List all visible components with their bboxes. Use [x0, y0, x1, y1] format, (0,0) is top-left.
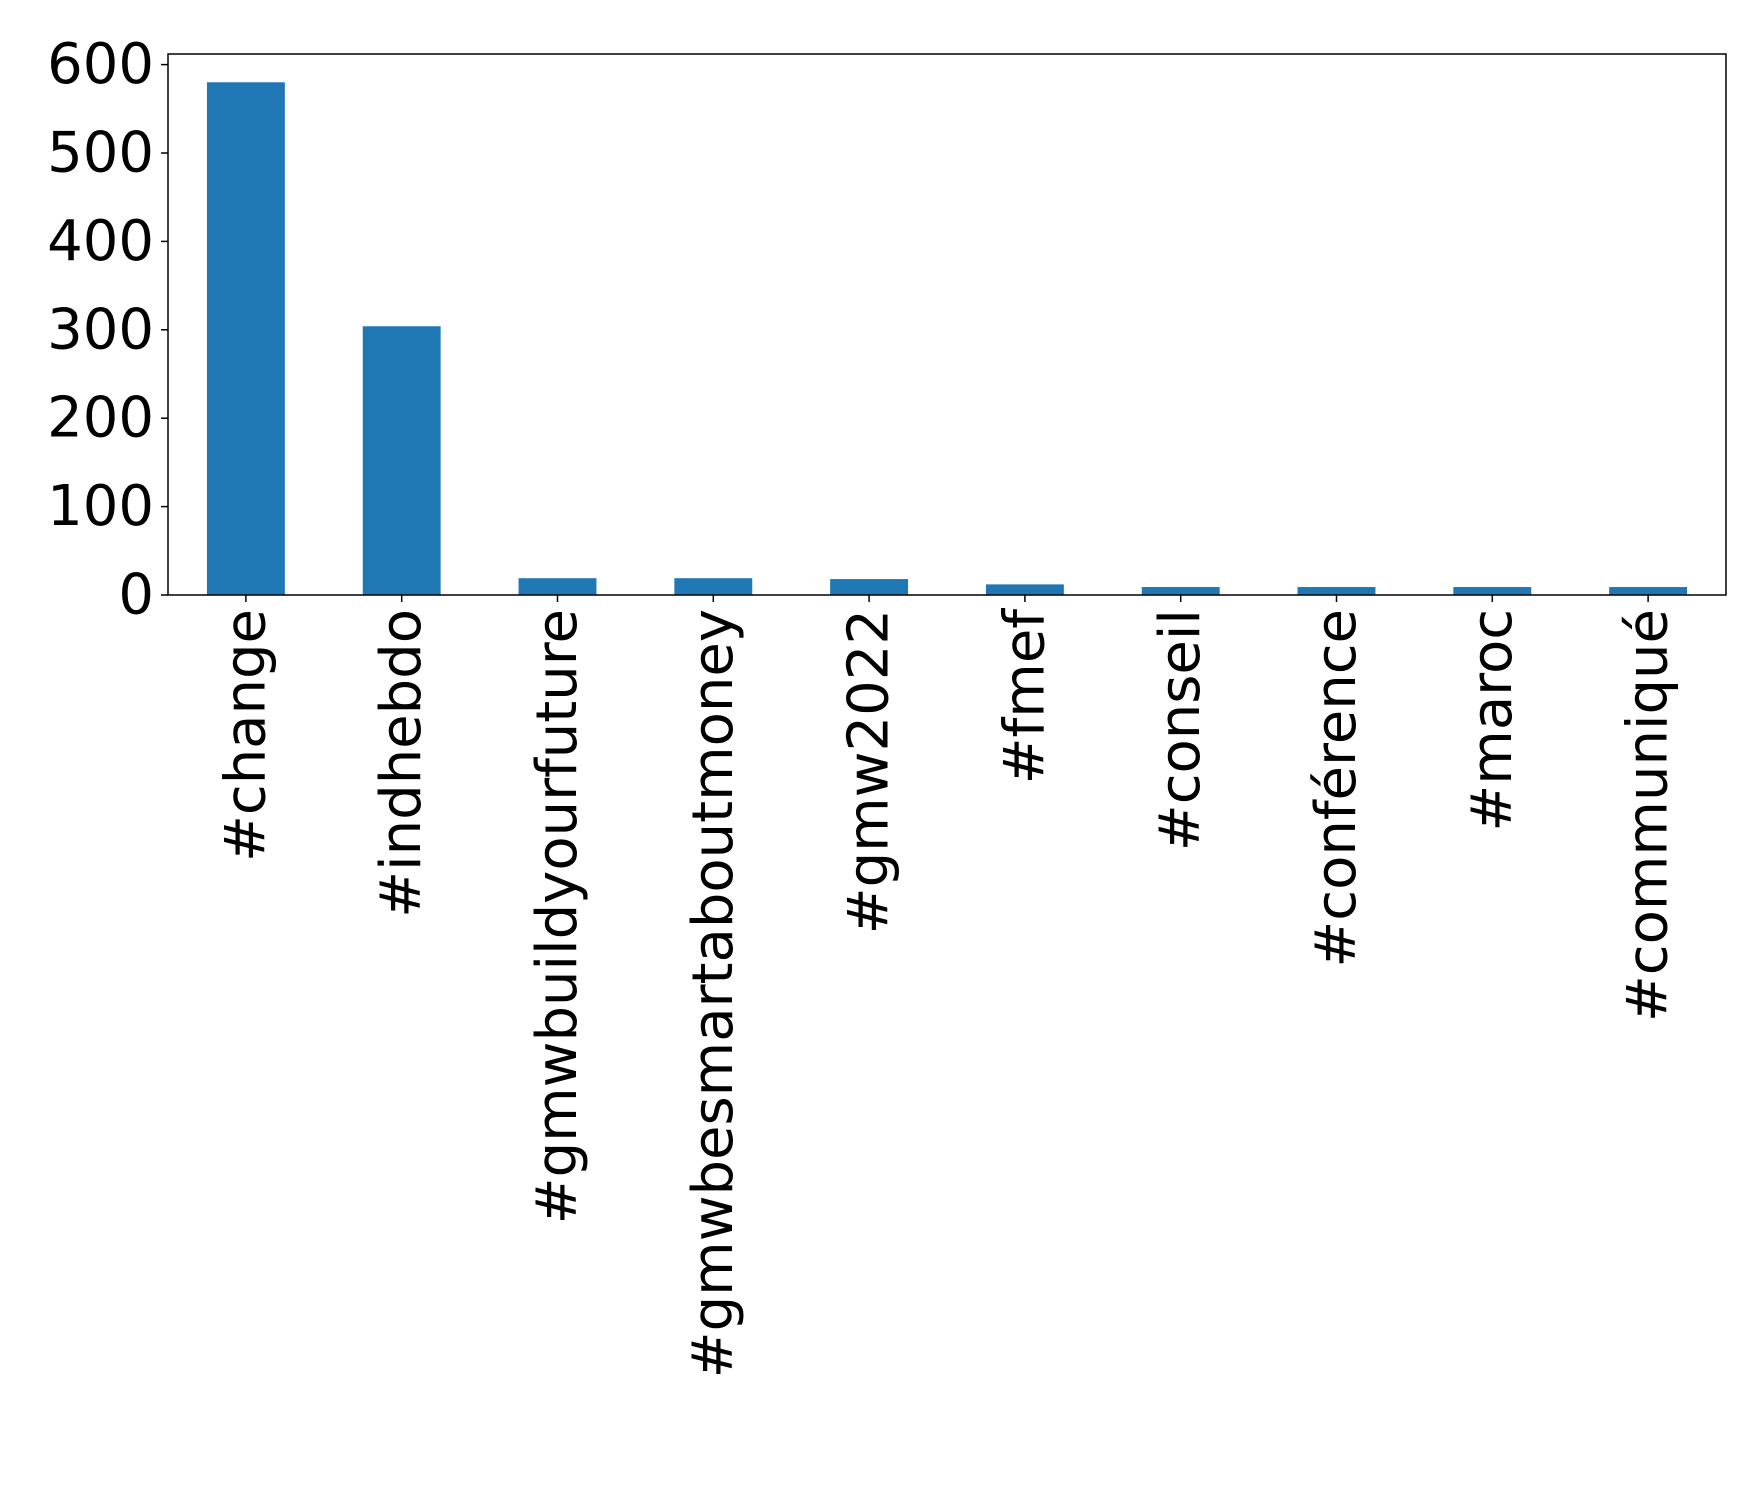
y-tick-label-5: 500 — [47, 121, 154, 186]
bar-2 — [518, 578, 597, 595]
bar-5 — [985, 584, 1064, 595]
x-tick-label-4: #gmw2022 — [837, 609, 902, 934]
x-tick-label-7: #conférence — [1304, 609, 1369, 968]
x-tick-label-1: #indhebdo — [369, 609, 434, 918]
bar-7 — [1297, 587, 1376, 595]
x-tick-label-8: #maroc — [1460, 609, 1525, 832]
y-tick-label-6: 600 — [47, 32, 154, 97]
bar-6 — [1141, 587, 1220, 595]
x-axis: #change #indhebdo #gmwbuildyourfuture #gmwb… — [213, 595, 1681, 1378]
x-tick-label-2: #gmwbuildyourfuture — [525, 609, 590, 1224]
x-tick-label-3: #gmwbesmartaboutmoney — [681, 609, 746, 1378]
bar-0 — [206, 82, 285, 595]
bar-8 — [1453, 587, 1532, 595]
y-tick-label-4: 400 — [47, 209, 154, 274]
bars-group — [206, 82, 1688, 595]
y-tick-label-3: 300 — [47, 297, 154, 362]
bar-9 — [1609, 587, 1688, 595]
y-tick-label-1: 100 — [47, 474, 154, 539]
bar-3 — [674, 578, 753, 595]
bar-1 — [362, 326, 441, 595]
x-tick-label-0: #change — [213, 609, 278, 862]
plot-frame — [167, 53, 1727, 596]
x-tick-label-9: #communiqué — [1616, 609, 1681, 1022]
y-tick-label-0: 0 — [118, 563, 154, 628]
y-axis: 0 100 200 300 400 500 600 — [47, 32, 168, 628]
bar-4 — [830, 579, 909, 595]
x-tick-label-6: #conseil — [1148, 609, 1213, 851]
y-tick-label-2: 200 — [47, 386, 154, 451]
x-tick-label-5: #fmef — [992, 608, 1057, 785]
